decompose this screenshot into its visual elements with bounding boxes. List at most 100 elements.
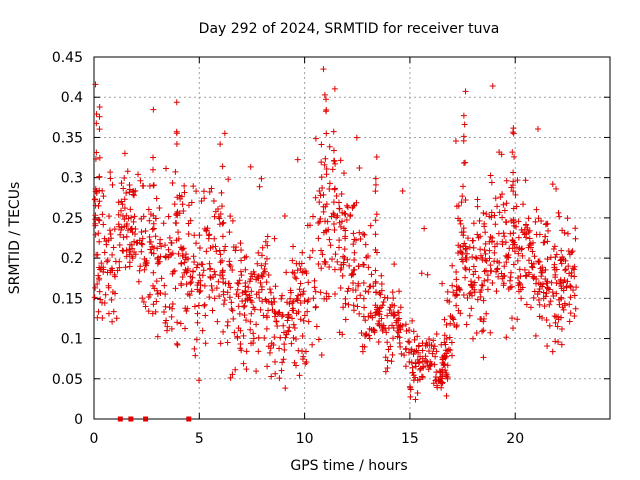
data-point bbox=[126, 246, 133, 253]
data-point bbox=[155, 259, 162, 266]
data-point bbox=[323, 106, 330, 113]
data-point bbox=[567, 283, 574, 290]
data-point bbox=[291, 274, 298, 281]
data-point bbox=[536, 285, 543, 292]
data-point bbox=[531, 253, 538, 260]
data-point bbox=[507, 277, 514, 284]
data-point bbox=[518, 295, 525, 302]
data-point bbox=[287, 295, 294, 302]
data-point bbox=[247, 326, 254, 333]
data-point bbox=[460, 112, 467, 119]
data-point bbox=[119, 247, 126, 254]
data-point bbox=[267, 289, 274, 296]
data-point bbox=[439, 356, 446, 363]
data-point bbox=[135, 171, 142, 178]
data-point bbox=[202, 340, 209, 347]
data-point bbox=[117, 227, 124, 234]
data-point bbox=[424, 362, 431, 369]
data-point bbox=[110, 244, 117, 251]
data-point bbox=[379, 302, 386, 309]
data-point bbox=[330, 147, 337, 154]
data-point bbox=[331, 211, 338, 218]
data-point bbox=[146, 233, 153, 240]
data-point bbox=[153, 278, 160, 285]
data-point bbox=[129, 229, 136, 236]
data-point bbox=[373, 249, 380, 256]
data-point bbox=[185, 231, 192, 238]
data-point bbox=[266, 286, 273, 293]
data-point bbox=[173, 340, 180, 347]
data-point bbox=[265, 307, 272, 314]
data-point bbox=[235, 303, 242, 310]
data-point bbox=[154, 287, 161, 294]
data-point bbox=[239, 289, 246, 296]
data-point bbox=[281, 212, 288, 219]
data-point bbox=[548, 279, 555, 286]
data-point bbox=[96, 238, 103, 245]
data-point bbox=[91, 196, 98, 203]
data-point bbox=[219, 257, 226, 264]
data-point bbox=[216, 215, 223, 222]
data-point bbox=[533, 206, 540, 213]
data-point bbox=[562, 257, 569, 264]
data-point bbox=[285, 328, 292, 335]
data-point bbox=[115, 211, 122, 218]
data-point bbox=[478, 316, 485, 323]
data-point bbox=[156, 240, 163, 247]
data-point bbox=[444, 297, 451, 304]
data-point bbox=[303, 359, 310, 366]
data-point bbox=[351, 202, 358, 209]
data-point bbox=[387, 343, 394, 350]
data-point bbox=[552, 254, 559, 261]
data-point bbox=[455, 250, 462, 257]
data-point bbox=[142, 259, 149, 266]
data-point bbox=[399, 187, 406, 194]
data-point bbox=[384, 357, 391, 364]
data-point bbox=[336, 219, 343, 226]
data-point bbox=[359, 343, 366, 350]
data-point bbox=[333, 192, 340, 199]
data-point bbox=[297, 280, 304, 287]
data-point bbox=[456, 285, 463, 292]
data-point bbox=[95, 230, 102, 237]
data-point bbox=[540, 295, 547, 302]
data-point bbox=[460, 243, 467, 250]
data-point bbox=[510, 325, 517, 332]
data-point bbox=[188, 288, 195, 295]
data-point bbox=[342, 316, 349, 323]
data-point bbox=[121, 205, 128, 212]
data-point bbox=[193, 264, 200, 271]
data-point bbox=[231, 329, 238, 336]
data-point bbox=[480, 354, 487, 361]
data-point bbox=[526, 235, 533, 242]
data-point bbox=[342, 295, 349, 302]
data-point bbox=[372, 231, 379, 238]
x-tick-label: 15 bbox=[401, 431, 419, 447]
data-point bbox=[494, 258, 501, 265]
data-point bbox=[460, 229, 467, 236]
data-point bbox=[293, 310, 300, 317]
data-point bbox=[95, 308, 102, 315]
data-point bbox=[355, 262, 362, 269]
data-point bbox=[329, 256, 336, 263]
data-point bbox=[182, 325, 189, 332]
data-point bbox=[482, 229, 489, 236]
data-point bbox=[219, 163, 226, 170]
data-point bbox=[238, 257, 245, 264]
data-point bbox=[449, 262, 456, 269]
data-point bbox=[559, 227, 566, 234]
data-point bbox=[557, 257, 564, 264]
data-point bbox=[291, 359, 298, 366]
data-point bbox=[323, 290, 330, 297]
data-point bbox=[402, 346, 409, 353]
zero-data-point bbox=[143, 416, 149, 422]
data-point bbox=[250, 335, 257, 342]
data-point bbox=[382, 354, 389, 361]
data-point bbox=[417, 365, 424, 372]
data-point bbox=[250, 330, 257, 337]
data-point bbox=[201, 225, 208, 232]
data-point bbox=[458, 199, 465, 206]
data-point bbox=[500, 230, 507, 237]
data-point bbox=[338, 191, 345, 198]
data-point bbox=[229, 217, 236, 224]
